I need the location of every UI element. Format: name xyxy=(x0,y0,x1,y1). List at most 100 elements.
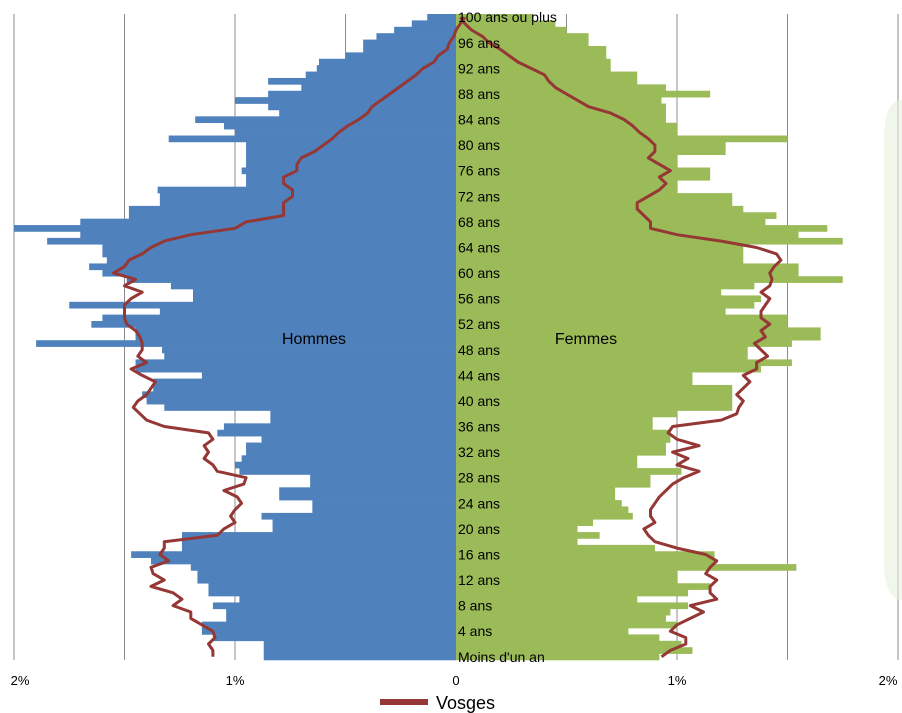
bar-hommes xyxy=(181,544,456,552)
bar-femmes xyxy=(456,429,671,437)
bar-femmes xyxy=(456,135,788,143)
bar-femmes xyxy=(456,237,843,245)
bar-hommes xyxy=(363,39,456,47)
bar-hommes xyxy=(135,333,457,341)
bar-hommes xyxy=(47,237,457,245)
bar-femmes xyxy=(456,391,733,399)
bar-hommes xyxy=(157,186,456,194)
bar-femmes xyxy=(456,205,744,213)
bar-hommes xyxy=(36,340,456,347)
legend: Vosges xyxy=(380,693,495,713)
hommes-bars xyxy=(14,14,457,661)
bar-femmes xyxy=(456,231,799,239)
bar-femmes xyxy=(456,647,693,654)
bar-femmes xyxy=(456,640,682,648)
background-highlight xyxy=(884,100,902,600)
bar-femmes xyxy=(456,301,755,309)
bar-hommes xyxy=(312,500,456,507)
bar-femmes xyxy=(456,423,653,431)
bar-hommes xyxy=(201,372,456,379)
bar-hommes xyxy=(310,480,456,488)
bar-hommes xyxy=(135,365,457,373)
bar-femmes xyxy=(456,397,733,405)
bar-hommes xyxy=(235,129,456,136)
x-tick-label: 0 xyxy=(452,673,459,688)
age-label: 24 ans xyxy=(458,495,500,511)
bar-hommes xyxy=(197,570,456,578)
bar-hommes xyxy=(80,218,457,226)
bar-hommes xyxy=(268,90,456,98)
bar-hommes xyxy=(102,314,457,322)
age-label: 96 ans xyxy=(458,35,500,51)
bar-hommes xyxy=(102,269,457,277)
age-label: 8 ans xyxy=(458,598,492,614)
bar-hommes xyxy=(135,359,457,367)
bar-hommes xyxy=(128,212,457,219)
bar-hommes xyxy=(246,448,456,456)
bar-hommes xyxy=(226,615,456,622)
bar-hommes xyxy=(146,397,456,405)
bar-hommes xyxy=(193,289,456,296)
bar-femmes xyxy=(456,218,766,226)
age-labels: 100 ans ou plus 96 ans 92 ans 88 ans 84 ans 8… xyxy=(458,9,557,665)
bar-femmes xyxy=(456,346,748,354)
bar-hommes xyxy=(270,416,456,424)
bar-hommes xyxy=(170,282,456,290)
bar-femmes xyxy=(456,576,677,584)
bar-femmes xyxy=(456,109,666,117)
bar-hommes xyxy=(279,493,456,501)
bar-hommes xyxy=(162,346,456,354)
vosges-line-hommes xyxy=(111,16,467,657)
bar-hommes xyxy=(268,103,456,111)
bar-hommes xyxy=(246,141,456,149)
bar-hommes xyxy=(241,455,456,463)
age-label: 56 ans xyxy=(458,291,500,307)
bar-hommes xyxy=(246,173,456,181)
bar-hommes xyxy=(411,20,456,28)
bar-hommes xyxy=(208,589,456,597)
bar-femmes xyxy=(456,538,578,546)
bar-femmes xyxy=(456,276,843,283)
x-tick-label: 2% xyxy=(11,673,30,688)
bar-femmes xyxy=(456,340,792,347)
bar-hommes xyxy=(261,512,456,520)
bar-hommes xyxy=(310,474,456,482)
bar-hommes xyxy=(201,628,456,635)
bar-hommes xyxy=(91,321,456,328)
age-label: 68 ans xyxy=(458,214,500,230)
bar-femmes xyxy=(456,487,616,495)
bar-hommes xyxy=(272,519,456,526)
bar-hommes xyxy=(102,250,457,258)
bar-hommes xyxy=(261,436,456,443)
age-label: Moins d'un an xyxy=(458,649,545,665)
bar-femmes xyxy=(456,532,600,539)
x-tick-label: 2% xyxy=(879,673,898,688)
bar-hommes xyxy=(427,14,456,21)
vosges-line-femmes xyxy=(459,16,783,659)
bar-femmes xyxy=(456,500,622,507)
bar-hommes xyxy=(223,423,456,431)
bar-femmes xyxy=(456,474,651,482)
bar-femmes xyxy=(456,436,671,443)
bar-femmes xyxy=(456,589,689,597)
bar-femmes xyxy=(456,199,733,207)
bar-femmes xyxy=(456,442,666,450)
age-label: 44 ans xyxy=(458,367,500,383)
bar-femmes xyxy=(456,14,534,21)
bar-femmes xyxy=(456,58,611,66)
age-label: 28 ans xyxy=(458,470,500,486)
bar-femmes xyxy=(456,257,744,264)
label-hommes: Hommes xyxy=(282,331,346,348)
age-label: 4 ans xyxy=(458,623,492,639)
bar-hommes xyxy=(301,84,456,92)
bar-hommes xyxy=(159,199,457,207)
bar-hommes xyxy=(102,244,457,251)
bar-femmes xyxy=(456,468,682,475)
bar-hommes xyxy=(164,404,456,411)
bar-femmes xyxy=(456,564,797,571)
bar-femmes xyxy=(456,596,638,603)
label-femmes: Femmes xyxy=(555,331,617,348)
age-label: 52 ans xyxy=(458,316,500,332)
bar-femmes xyxy=(456,116,666,124)
age-label: 88 ans xyxy=(458,86,500,102)
